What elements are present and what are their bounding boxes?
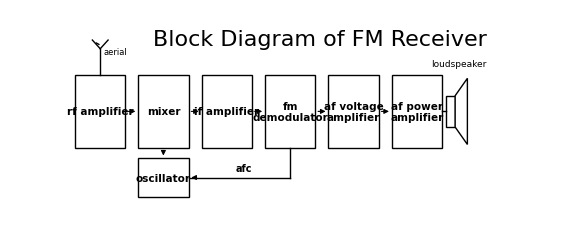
Text: if amplifier: if amplifier (194, 107, 259, 117)
Polygon shape (455, 79, 468, 145)
Bar (75, 76, 125, 148)
Text: fm
demodulator: fm demodulator (252, 101, 328, 123)
Bar (138, 76, 188, 148)
Text: Block Diagram of FM Receiver: Block Diagram of FM Receiver (153, 30, 487, 50)
Text: rf amplifier: rf amplifier (67, 107, 133, 117)
Text: af power
amplifier: af power amplifier (390, 101, 443, 123)
Bar (265, 76, 315, 148)
Text: af voltage
amplifier: af voltage amplifier (324, 101, 384, 123)
Text: afc: afc (235, 163, 252, 173)
Bar (392, 76, 442, 148)
Text: aerial: aerial (104, 48, 127, 57)
Bar (328, 76, 378, 148)
Text: mixer: mixer (147, 107, 180, 117)
Text: loudspeaker: loudspeaker (431, 60, 487, 69)
Bar (138, 159, 188, 197)
Bar (446, 96, 455, 128)
Text: oscillator: oscillator (136, 173, 191, 183)
Bar (202, 76, 252, 148)
